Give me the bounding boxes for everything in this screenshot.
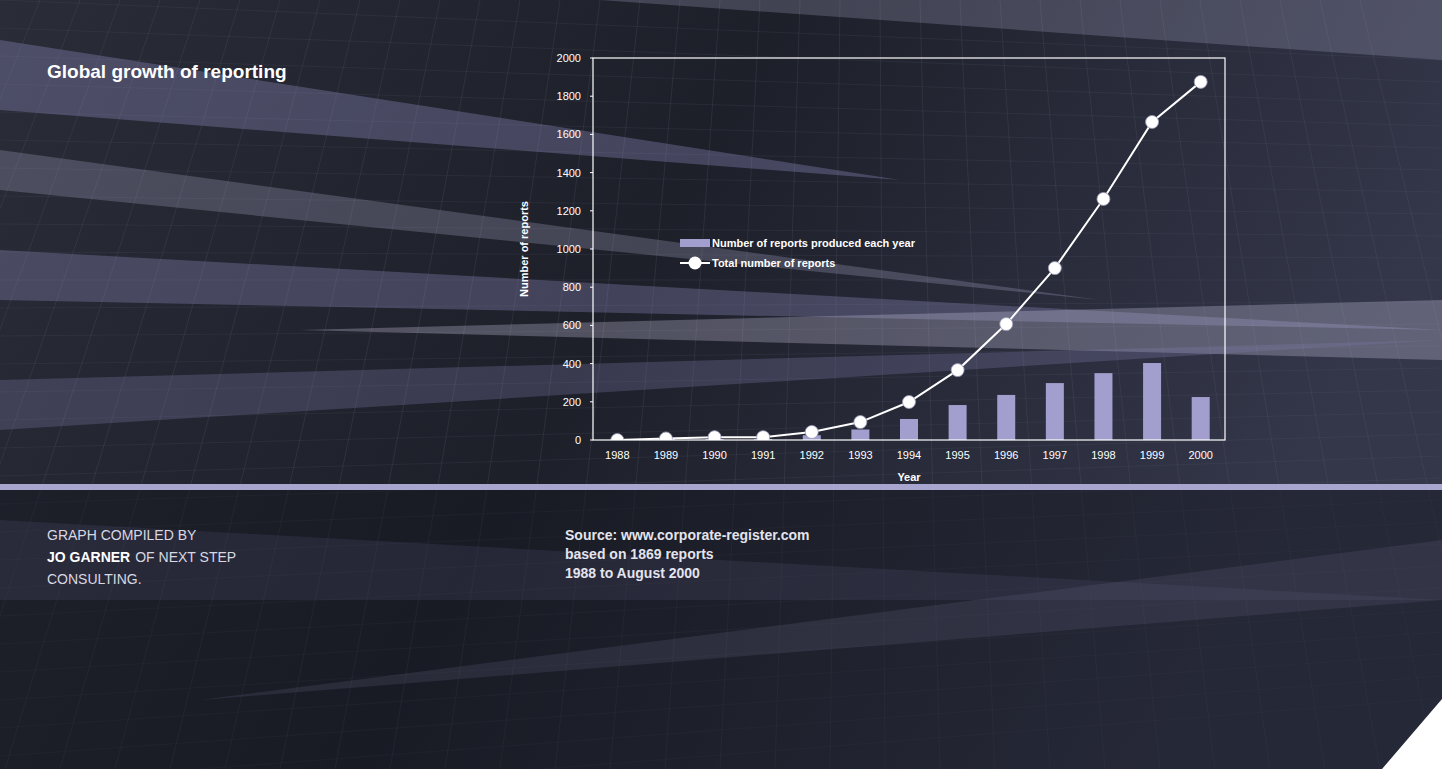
credit-line: GRAPH COMPILED BY <box>47 527 197 543</box>
credit-line: OF NEXT STEP <box>135 549 236 565</box>
bar <box>1143 363 1161 440</box>
y-tick-label: 200 <box>563 396 581 408</box>
x-tick-label: 1999 <box>1140 449 1164 461</box>
x-axis-title: Year <box>897 471 921 483</box>
plot-marks <box>611 75 1210 440</box>
x-tick-label: 1996 <box>994 449 1018 461</box>
x-ticks: 1988 1989 1990 1991 1992 1993 1994 1995 1996 1997… <box>605 449 1213 461</box>
credit-line: CONSULTING. <box>47 571 142 587</box>
bar <box>1094 373 1112 440</box>
x-tick-label: 1994 <box>897 449 921 461</box>
legend-label: Number of reports produced each year <box>712 237 916 249</box>
plot-frame <box>593 58 1225 440</box>
x-tick-label: 1990 <box>702 449 726 461</box>
chart-title: Global growth of reporting <box>47 61 287 82</box>
line-marker <box>951 364 964 377</box>
credit-name: JO GARNER <box>47 549 130 565</box>
deco-line <box>0 412 1442 448</box>
x-tick-label: 1989 <box>654 449 678 461</box>
line-marker <box>708 431 721 440</box>
bar <box>949 405 967 440</box>
y-tick-label: 1000 <box>557 243 581 255</box>
legend: Number of reports produced each year Tota… <box>680 237 916 270</box>
y-tick-label: 1600 <box>557 128 581 140</box>
x-tick-label: 1988 <box>605 449 629 461</box>
bar <box>851 429 869 440</box>
line-marker <box>757 431 770 440</box>
legend-label: Total number of reports <box>712 257 835 269</box>
y-tick-label: 1800 <box>557 90 581 102</box>
y-axis-title: Number of reports <box>518 201 530 297</box>
source-line: 1988 to August 2000 <box>565 565 700 581</box>
x-tick-label: 1993 <box>848 449 872 461</box>
page-corner <box>1382 699 1442 769</box>
background-streaks <box>0 0 1442 769</box>
bar <box>997 395 1015 440</box>
y-tick-label: 400 <box>563 358 581 370</box>
deco-streak <box>0 340 1442 430</box>
deco-streak <box>0 40 900 180</box>
y-tick-label: 1400 <box>557 167 581 179</box>
y-tick-label: 800 <box>563 281 581 293</box>
line <box>617 82 1200 440</box>
y-ticks: 0 200 400 600 800 1000 1200 1400 1600 1800 2000 <box>557 52 593 446</box>
y-tick-label: 0 <box>575 434 581 446</box>
source: Source: www.corporate-register.com based … <box>565 527 810 581</box>
x-tick-label: 1998 <box>1091 449 1115 461</box>
line-marker <box>1097 192 1110 205</box>
deco-streak <box>600 0 1442 60</box>
source-line: Source: www.corporate-register.com <box>565 527 810 543</box>
credit: GRAPH COMPILED BY JO GARNER OF NEXT STEP CO… <box>47 527 236 587</box>
line-marker <box>659 432 672 440</box>
line-marker <box>805 425 818 438</box>
source-line: based on 1869 reports <box>565 546 714 562</box>
bar <box>1046 383 1064 440</box>
line-marker <box>1146 115 1159 128</box>
x-tick-label: 1997 <box>1043 449 1067 461</box>
y-tick-label: 600 <box>563 319 581 331</box>
y-tick-label: 1200 <box>557 205 581 217</box>
bar <box>1192 397 1210 440</box>
separator-band <box>0 484 1442 490</box>
deco-line <box>0 224 1442 236</box>
line-marker <box>1000 318 1013 331</box>
deco-line <box>0 0 1442 60</box>
x-tick-label: 1992 <box>800 449 824 461</box>
bar <box>900 419 918 440</box>
line-marker <box>903 395 916 408</box>
line-marker <box>854 416 867 429</box>
legend-swatch <box>680 239 710 247</box>
chart-root: Global growth of reporting 0 200 400 600 800 1… <box>0 0 1442 769</box>
deco-streak <box>300 300 1442 360</box>
line-marker <box>611 434 624 441</box>
footer-ground <box>0 490 1442 769</box>
x-tick-label: 1995 <box>945 449 969 461</box>
line-marker <box>1194 75 1207 88</box>
x-tick-label: 1991 <box>751 449 775 461</box>
x-tick-label: 2000 <box>1188 449 1212 461</box>
legend-marker <box>689 257 702 270</box>
background <box>0 0 1442 769</box>
y-tick-label: 2000 <box>557 52 581 64</box>
line-marker <box>1048 262 1061 275</box>
